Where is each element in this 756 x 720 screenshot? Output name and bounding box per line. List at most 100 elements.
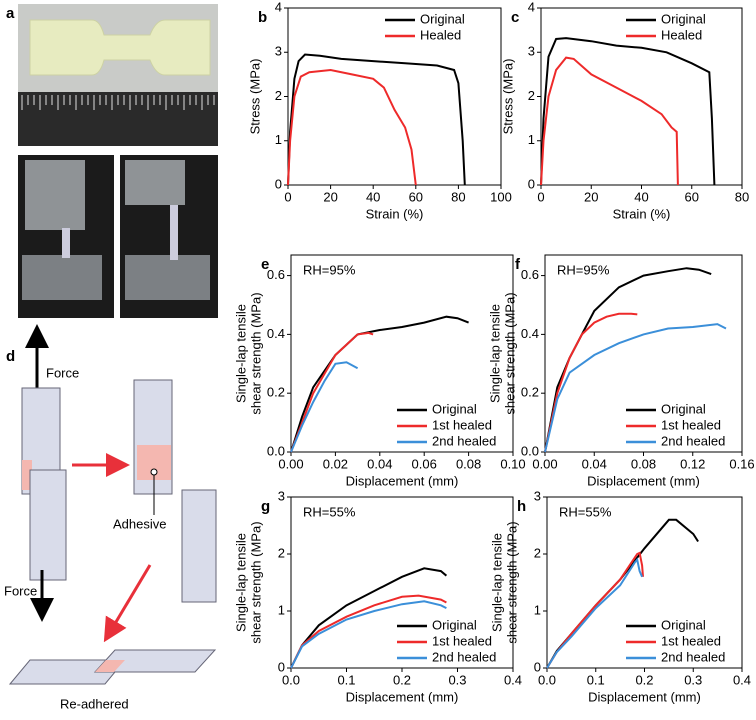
legend-label: 1st healed [661,633,721,648]
legend-label: Original [432,401,477,416]
x-tick-label: 40 [366,189,380,204]
y-tick-label: 0.0 [521,443,539,458]
panel-label: c [511,9,519,26]
x-tick-label: 0.00 [532,456,557,471]
arrow [103,564,152,643]
clamp [22,255,102,300]
chart: 0.0 0.1 0.2 0.3 0.4 0 1 2 3 Displacement (mm) Sing… [489,488,751,704]
x-tick-label: 20 [584,189,598,204]
photo-panel: a [6,4,218,318]
x-tick-label: 0.12 [680,456,705,471]
y-tick-label: 0.4 [521,326,539,341]
legend-label: Healed [420,27,461,42]
x-axis-label: Strain (%) [613,206,671,221]
y-axis-label: Single-lap tensile [489,533,504,632]
legend-label: Original [661,617,706,632]
dogbone-sample [29,19,211,76]
x-tick-label: 80 [451,189,465,204]
panel-label: f [515,256,521,273]
data-line [290,331,374,453]
specimen [170,205,178,260]
annotation: RH=55% [303,504,356,519]
plot-frame [290,254,514,453]
ruler-ticks [21,95,215,110]
y-tick-label: 1 [275,132,282,147]
data-line [546,557,644,669]
y-axis-label: Single-lap tensile [487,304,502,403]
y-axis-label: shear strength (MPa) [248,292,263,414]
y-tick-label: 0.4 [267,326,285,341]
plot-frame [287,7,502,186]
y-tick-label: 2 [528,88,535,103]
y-tick-label: 2 [278,545,285,560]
adhesive-area [95,660,125,672]
x-tick-label: 60 [685,189,699,204]
x-tick-label: 0.4 [733,672,751,687]
legend-label: 2nd healed [432,433,496,448]
x-tick-label: 60 [409,189,423,204]
y-tick-label: 2 [534,545,541,560]
y-tick-label: 3 [534,488,541,503]
y-tick-label: 0.6 [521,267,539,282]
data-line [544,312,638,453]
legend-label: Original [420,11,465,26]
plate [181,489,217,603]
legend-label: 2nd healed [661,649,725,664]
data-line [290,361,359,453]
chart: 0.0 0.1 0.2 0.3 0.4 0 1 2 3 Displacement (mm) Sing… [233,488,522,704]
annotation: RH=55% [559,504,612,519]
y-axis-label: Single-lap tensile [233,304,248,403]
x-tick-label: 0.02 [323,456,348,471]
y-tick-label: 2 [275,88,282,103]
y-tick-label: 3 [278,488,285,503]
x-tick-label: 0.3 [448,672,466,687]
annotation: RH=95% [557,262,610,277]
y-tick-label: 0.2 [521,385,539,400]
legend-label: Original [661,11,706,26]
y-axis-label: Stress (MPa) [247,59,262,135]
x-tick-label: 0.4 [504,672,522,687]
plot-frame [540,7,743,186]
plate [29,469,67,581]
chart: 0 20 40 60 80 0 1 2 3 4 Strain (%) Stress (MPa) c Ori… [500,0,749,221]
data-line [290,600,447,669]
panel-label: g [261,498,270,515]
chart: 0 20 40 60 80 100 0 1 2 3 4 Strain (%) Stress (MPa) b… [247,0,511,221]
x-tick-label: 0.08 [456,456,481,471]
x-tick-label: 0.0 [282,672,300,687]
y-tick-label: 1 [528,132,535,147]
schematic: d Force Force Adhesive Re-adhered [4,324,217,711]
panel-label: b [258,9,267,26]
x-tick-label: 0 [284,189,291,204]
y-tick-label: 1 [278,602,285,617]
x-tick-label: 0.2 [393,672,411,687]
legend-label: 1st healed [432,633,492,648]
clamp [125,160,185,205]
data-line [290,594,447,669]
x-axis-label: Strain (%) [366,206,424,221]
x-tick-label: 0.04 [367,456,392,471]
x-axis-label: Displacement (mm) [346,689,459,704]
x-tick-label: 0.04 [582,456,607,471]
data-line [540,56,679,186]
y-tick-label: 1 [534,602,541,617]
y-tick-label: 4 [528,0,535,14]
y-tick-label: 3 [528,44,535,59]
panel-label: h [517,498,526,515]
legend-label: Original [432,617,477,632]
legend-label: Original [661,401,706,416]
x-tick-label: 0.0 [538,672,556,687]
clamp [25,160,85,230]
y-axis-label: shear strength (MPa) [504,521,519,643]
legend-label: 2nd healed [661,433,725,448]
legend-label: Healed [661,27,702,42]
y-tick-label: 0 [275,176,282,191]
x-tick-label: 0.00 [278,456,303,471]
force-label: Force [4,583,37,598]
y-axis-label: Stress (MPa) [500,59,515,135]
data-line [290,315,469,453]
y-tick-label: 0.0 [267,443,285,458]
legend-label: 1st healed [432,417,492,432]
y-tick-label: 0.6 [267,267,285,282]
x-tick-label: 0 [537,189,544,204]
